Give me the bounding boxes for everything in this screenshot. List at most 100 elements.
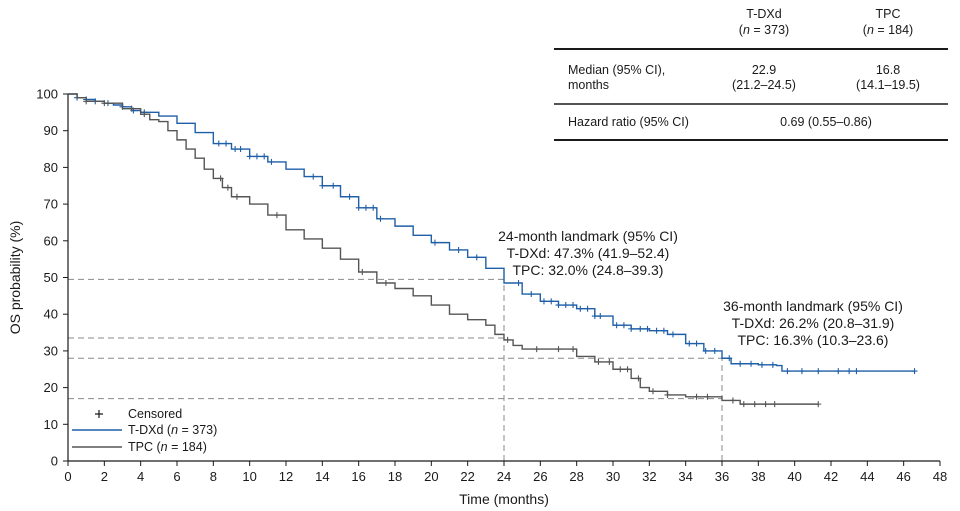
- censor-mark-tdxd: [540, 298, 547, 305]
- x-tick-label-22: 22: [460, 469, 474, 484]
- censor-mark-tpc: [217, 175, 224, 182]
- censor-mark-tdxd: [215, 140, 222, 147]
- censor-mark-tdxd: [911, 368, 918, 375]
- censor-mark-tdxd: [431, 239, 438, 246]
- censor-mark-tdxd: [835, 368, 842, 375]
- x-axis-title: Time (months): [459, 491, 549, 507]
- censor-mark-tdxd: [555, 302, 562, 309]
- censor-mark-tdxd: [237, 146, 244, 153]
- series-tdxd: [68, 93, 918, 375]
- censor-mark-tdxd: [370, 204, 377, 211]
- y-tick-label-60: 60: [44, 233, 58, 248]
- table-row-median-label: Median (95% CI),: [568, 63, 665, 77]
- table-cell-hazard-ratio: 0.69 (0.55–0.86): [780, 115, 872, 129]
- table-cell-median-value: 22.9: [752, 63, 776, 77]
- censor-mark-tdxd: [748, 360, 755, 367]
- censor-mark-tdxd: [846, 368, 853, 375]
- censor-mark-tpc: [570, 346, 577, 353]
- censor-mark-tdxd: [669, 331, 676, 338]
- censor-mark-tpc: [649, 388, 656, 395]
- x-tick-label-18: 18: [388, 469, 402, 484]
- x-tick-label-0: 0: [64, 469, 71, 484]
- censor-mark-tdxd: [253, 153, 260, 160]
- x-tick-label-2: 2: [101, 469, 108, 484]
- x-tick-label-16: 16: [351, 469, 365, 484]
- censor-mark-tpc: [128, 105, 135, 112]
- censor-mark-tpc: [224, 184, 231, 191]
- table-cell-median-value: 16.8: [876, 63, 900, 77]
- censor-mark-tpc: [595, 358, 602, 365]
- censor-mark-tpc: [624, 366, 631, 373]
- x-tick-label-34: 34: [678, 469, 692, 484]
- censor-mark-tdxd: [528, 291, 535, 298]
- x-tick-label-30: 30: [606, 469, 620, 484]
- x-tick-label-12: 12: [279, 469, 293, 484]
- censor-mark-tpc: [740, 401, 747, 408]
- landmark-36-line-2: TPC: 16.3% (10.3–23.6): [738, 332, 889, 348]
- table-header-tdxd: T-DXd: [746, 7, 781, 21]
- legend-label-tdxd: T-DXd (n = 373): [128, 423, 217, 437]
- table-row-hazard-label: Hazard ratio (95% CI): [568, 115, 689, 129]
- x-tick-label-36: 36: [715, 469, 729, 484]
- censor-mark-tdxd: [597, 313, 604, 320]
- censor-mark-tpc: [704, 393, 711, 400]
- landmark-24-title: 24-month landmark (95% CI): [498, 228, 678, 244]
- x-tick-label-42: 42: [824, 469, 838, 484]
- x-tick-label-48: 48: [933, 469, 947, 484]
- censor-mark-tdxd: [769, 361, 776, 368]
- censor-mark-tpc: [751, 401, 758, 408]
- censor-mark-tdxd: [330, 182, 337, 189]
- censor-mark-tpc: [762, 401, 769, 408]
- censor-mark-tpc: [382, 280, 389, 287]
- censor-mark-tdxd: [737, 360, 744, 367]
- legend-label-tpc: TPC (n = 184): [128, 440, 207, 454]
- censor-mark-tdxd: [319, 182, 326, 189]
- x-tick-label-10: 10: [242, 469, 256, 484]
- censor-mark-tdxd: [562, 302, 569, 309]
- y-tick-label-90: 90: [44, 123, 58, 138]
- censor-mark-tdxd: [584, 305, 591, 312]
- censor-mark-tdxd: [591, 313, 598, 320]
- censor-mark-tdxd: [246, 153, 253, 160]
- censor-mark-tdxd: [362, 204, 369, 211]
- censor-mark-tdxd: [548, 298, 555, 305]
- censor-mark-tpc: [504, 336, 511, 343]
- y-tick-label-0: 0: [51, 454, 58, 469]
- censor-mark-tpc: [141, 111, 148, 118]
- censor-mark-tdxd: [620, 322, 627, 329]
- x-tick-label-32: 32: [642, 469, 656, 484]
- censor-mark-tpc: [533, 346, 540, 353]
- censor-mark-tpc: [617, 366, 624, 373]
- landmark-reference-lines: [68, 278, 723, 461]
- x-tick-label-44: 44: [860, 469, 874, 484]
- y-tick-label-20: 20: [44, 380, 58, 395]
- censor-mark-tpc: [635, 375, 642, 382]
- censor-mark-tpc: [664, 391, 671, 398]
- censor-mark-tpc: [606, 358, 613, 365]
- y-tick-label-40: 40: [44, 307, 58, 322]
- summary-table: T-DXd (n = 373) TPC (n = 184) Median (95% CI…: [554, 7, 948, 141]
- censor-mark-tdxd: [455, 246, 462, 253]
- censor-mark-tdxd: [637, 325, 644, 332]
- censor-mark-tdxd: [784, 368, 791, 375]
- censor-mark-tdxd: [758, 361, 765, 368]
- landmark-24-line-2: TPC: 32.0% (24.8–39.3): [513, 262, 664, 278]
- landmark-24-annotation: 24-month landmark (95% CI)T-DXd: 47.3% (…: [498, 228, 678, 278]
- censor-mark-tdxd: [515, 280, 522, 287]
- y-axis-title: OS probability (%): [7, 221, 23, 335]
- censor-mark-tdxd: [798, 368, 805, 375]
- censor-mark-tdxd: [653, 327, 660, 334]
- censor-mark-tdxd: [577, 305, 584, 312]
- axes: 0 2 4 6 8 10 12 14 16 18 20 22 24 26 28 30 32 34 36 38 40 42 4…: [7, 87, 947, 508]
- censor-mark-tpc: [729, 397, 736, 404]
- censor-mark-tdxd: [686, 340, 693, 347]
- censor-mark-tdxd: [726, 355, 733, 362]
- landmark-36-annotation: 36-month landmark (95% CI)T-DXd: 26.2% (…: [723, 298, 903, 348]
- censor-mark-tdxd: [473, 254, 480, 261]
- y-tick-label-10: 10: [44, 417, 58, 432]
- censor-mark-tdxd: [660, 327, 667, 334]
- censor-mark-tdxd: [355, 204, 362, 211]
- censor-mark-tpc: [359, 268, 366, 275]
- table-header-n-tpc: (n = 184): [863, 23, 913, 37]
- censor-mark-tpc: [273, 212, 280, 219]
